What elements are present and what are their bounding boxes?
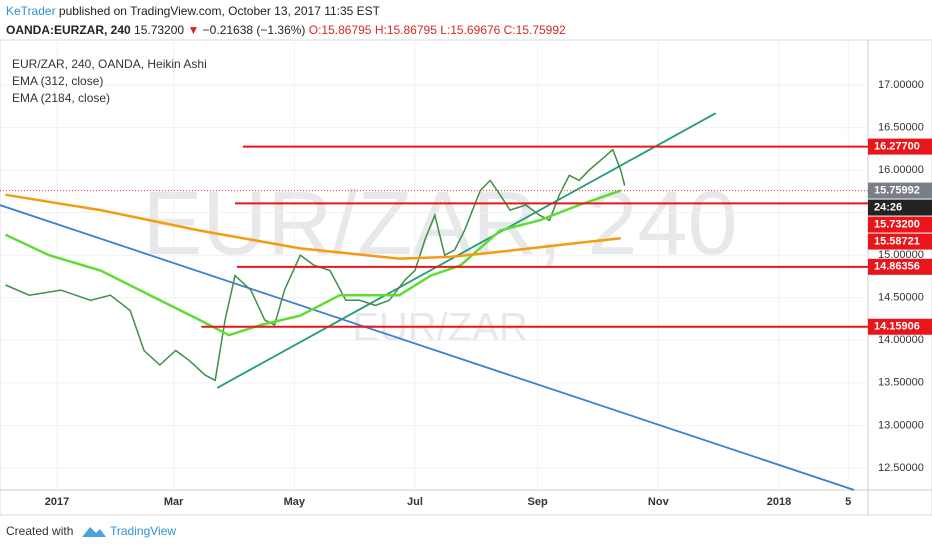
- trendline: [216, 112, 717, 389]
- watermark: EUR/ZAR, 240: [142, 174, 737, 274]
- x-tick-label: 5: [845, 496, 851, 508]
- change: −0.21638 (−1.36%): [203, 23, 306, 37]
- trendline: [0, 204, 855, 491]
- symbol-line: OANDA:EURZAR, 240 15.73200 ▼ −0.21638 (−…: [6, 23, 566, 37]
- price-label-box: [868, 216, 932, 233]
- symbol: OANDA:EURZAR, 240: [6, 23, 131, 37]
- y-tick-label: 15.00000: [878, 249, 924, 261]
- x-tick-label: 2017: [45, 496, 69, 508]
- price-label-box: [868, 258, 932, 275]
- price-label-box: [868, 138, 932, 155]
- price-label: 16.27700: [874, 140, 920, 152]
- y-tick-label: 13.00000: [878, 419, 924, 431]
- price-label: 14.15906: [874, 321, 920, 333]
- high: H:15.86795: [375, 23, 437, 37]
- series-line: [5, 148, 626, 382]
- y-tick-label: 14.50000: [878, 292, 924, 304]
- series-line: [5, 193, 621, 260]
- footer: Created with TradingView: [6, 524, 176, 538]
- footer-brand[interactable]: TradingView: [110, 524, 176, 538]
- price-label: 24:26: [874, 201, 902, 213]
- plot: [0, 40, 868, 491]
- price-label: 14.86356: [874, 261, 920, 273]
- author[interactable]: KeTrader: [6, 4, 56, 18]
- x-tick-label: Sep: [528, 496, 548, 508]
- series-line: [4, 189, 622, 337]
- last: 15.73200: [134, 23, 184, 37]
- y-tick-label: 17.00000: [878, 79, 924, 91]
- y-tick-label: 14.00000: [878, 334, 924, 346]
- y-tick-label: 16.50000: [878, 122, 924, 134]
- low: L:15.69676: [440, 23, 500, 37]
- price-label-box: [868, 182, 932, 199]
- open: O:15.86795: [309, 23, 372, 37]
- legend-entry: EMA (2184, close): [12, 91, 110, 105]
- close: C:15.75992: [504, 23, 566, 37]
- header-line: KeTrader published on TradingView.com, O…: [6, 4, 381, 18]
- legend-entry: EMA (312, close): [12, 74, 103, 88]
- x-tick-label: Jul: [407, 496, 423, 508]
- x-tick-label: 2018: [767, 496, 791, 508]
- chart-frame: [0, 39, 932, 516]
- x-tick-label: Mar: [164, 496, 184, 508]
- logo: [82, 527, 106, 537]
- price-label: 15.58721: [874, 235, 920, 247]
- published: published on TradingView.com, October 13…: [59, 4, 381, 18]
- y-tick-label: 16.00000: [878, 164, 924, 176]
- price-label: 15.75992: [874, 184, 920, 196]
- x-tick-label: Nov: [648, 496, 670, 508]
- legend-entry: EUR/ZAR, 240, OANDA, Heikin Ashi: [12, 57, 207, 71]
- price-label-box: [868, 233, 932, 250]
- price-label-box: [868, 318, 932, 335]
- y-tick-label: 12.50000: [878, 462, 924, 474]
- price-label-box: [868, 199, 932, 216]
- y-tick-label: 13.50000: [878, 377, 924, 389]
- footer-text: Created with: [6, 524, 73, 538]
- arrow: ▼: [187, 23, 199, 37]
- x-tick-label: May: [284, 496, 306, 508]
- price-label: 15.73200: [874, 218, 920, 230]
